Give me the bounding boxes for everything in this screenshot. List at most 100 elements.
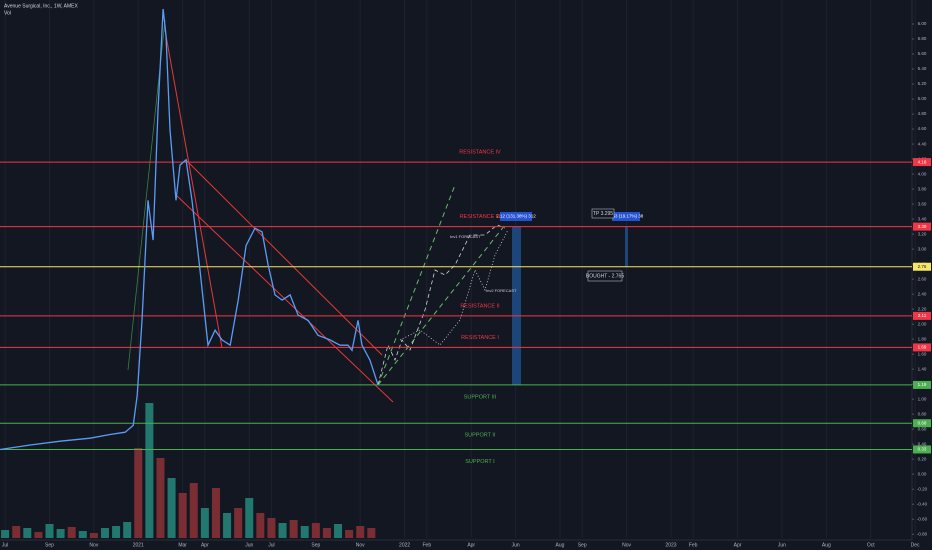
x-tick-label: Apr [467,542,475,548]
y-tick-label: 2.20 [918,306,927,311]
drawings: 2.12 (131.38%) 312 0.53 (19.17%) 38 TP 3… [1,19,644,538]
y-tick-label: -0.40 [917,501,928,506]
volume-title: Vol [4,10,11,16]
volume-bar [178,493,187,538]
volume-bar [223,513,232,538]
x-tick-label: Aug [556,542,565,548]
level-price-box [913,419,931,428]
forecast-path [377,224,506,386]
level-label: SUPPORT I [465,459,495,465]
level-label: RESISTANCE II [460,303,500,309]
x-tick-label: Jul [268,542,274,548]
position-box [512,227,521,385]
y-tick-label: 4.00 [918,171,927,176]
trend-line [185,159,383,356]
level-label: RESISTANCE I [461,335,499,341]
level-price: 3.30 [918,224,927,229]
y-tick-label: -0.60 [917,516,928,521]
x-tick-label: Apr [201,542,209,548]
level-label: SUPPORT II [465,433,496,439]
volume-bar [200,508,209,538]
bought-box [587,270,623,282]
volume-bar [334,524,343,538]
y-tick-label: 3.40 [918,216,927,221]
y-tick-label: 1.80 [918,336,927,341]
position-box [625,227,628,267]
forecast-channel [377,224,506,386]
level-price-box [913,343,931,352]
volume-bar [211,488,220,538]
y-tick-label: 3.20 [918,231,927,236]
x-tick-label: 2022 [399,542,410,548]
volume-bar [245,498,254,538]
y-tick-label: 2.40 [918,291,927,296]
volume-bar [1,530,10,538]
chart-title: Avenue Surgical, Inc., 1W, AMEX [4,3,78,9]
y-tick-label: 4.60 [918,126,927,131]
x-tick-label: Jul [2,542,8,548]
y-tick-label: 0.00 [918,471,927,476]
trend-line [127,19,166,371]
forecast-label: Inv2 FORECAST [486,288,517,293]
level-price: 2.76 [918,264,927,269]
y-tick-label: -0.20 [917,486,928,491]
tp-box [591,208,615,219]
y-tick-label: 0.20 [918,456,927,461]
position-label: 0.53 (19.17%) 38 [609,214,644,219]
volume-bar [156,458,165,538]
y-tick-label: 3.80 [918,186,927,191]
volume-bar [267,518,276,538]
y-tick-label: 0.80 [918,411,927,416]
y-tick-label: 1.40 [918,366,927,371]
y-tick-label: 1.60 [918,351,927,356]
x-tick-label: Feb [689,542,698,548]
x-tick-label: Feb [423,542,432,548]
bought-label: BOUGHT - 2.765 [586,273,624,279]
volume-bar [34,532,43,538]
x-tick-label: Sep [311,542,320,548]
level-label: SUPPORT III [464,394,497,400]
x-tick-label: Jun [245,542,253,548]
level-price: 1.19 [918,382,927,387]
volume-bar [145,403,154,538]
y-tick-label: 0.40 [918,441,927,446]
y-tick-label: 3.60 [918,201,927,206]
x-tick-label: 2023 [665,542,676,548]
y-tick-label: -0.80 [917,531,928,536]
tp-label: TP 3.295 [593,211,613,217]
position-label-box [612,212,640,221]
volume-bar [89,533,98,538]
x-tick-label: Nov [89,542,98,548]
volume-bar [311,523,320,538]
x-tick-label: 2021 [133,542,144,548]
volume-bar [300,526,309,538]
level-price-box [913,262,931,271]
y-tick-label: 3.00 [918,246,927,251]
volume-bar [234,508,243,538]
x-tick-label: Dec [911,542,920,548]
y-tick-label: 4.80 [918,111,927,116]
y-tick-label: 4.40 [918,141,927,146]
y-tick-label: 5.20 [918,81,927,86]
position-label-box [500,212,532,221]
x-tick-label: Jun [512,542,520,548]
x-tick-label: Nov [356,542,365,548]
volume-bar [167,478,176,538]
y-tick-label: 5.60 [918,51,927,56]
x-tick-label: Sep [45,542,54,548]
x-tick-label: Sep [578,542,587,548]
y-tick-label: 5.40 [918,66,927,71]
level-price: 2.11 [918,313,927,318]
volume-bar [123,522,132,538]
y-tick-label: 2.00 [918,321,927,326]
volume-bar [278,523,287,538]
y-tick-label: 0.60 [918,426,927,431]
volume-bar [256,513,265,538]
volume-bar [67,527,76,538]
trend-line [164,29,223,349]
level-price: 4.16 [918,159,927,164]
level-price-box [913,222,931,231]
y-tick-label: 5.00 [918,96,927,101]
level-price: 0.68 [918,420,927,425]
